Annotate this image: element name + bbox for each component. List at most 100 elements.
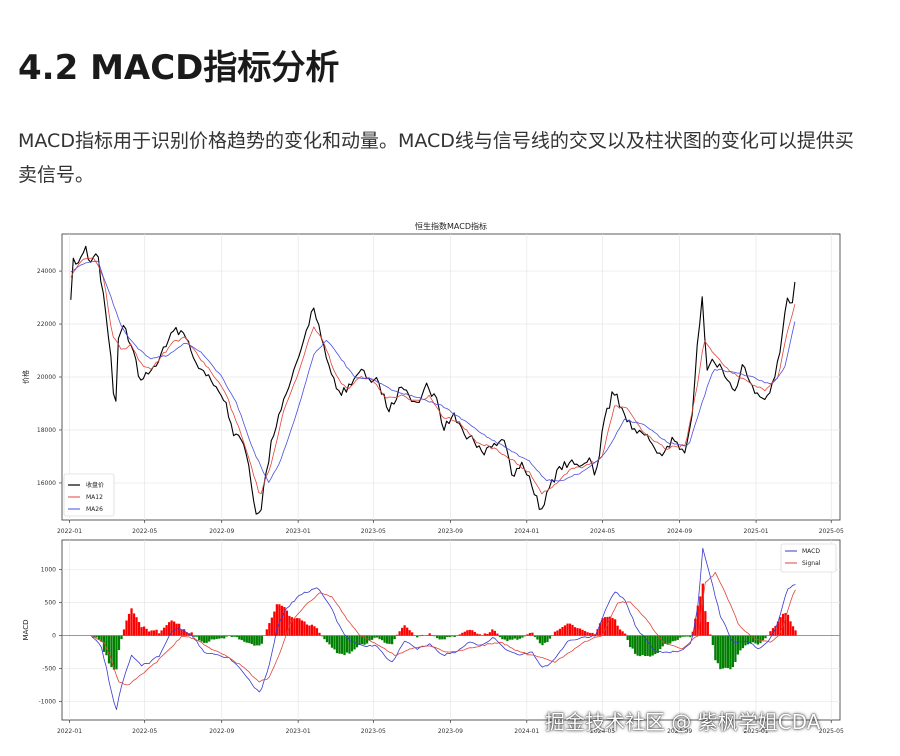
histogram-bar (651, 635, 654, 656)
histogram-bar (531, 632, 534, 636)
histogram-bar (476, 633, 479, 636)
histogram-bar (516, 635, 519, 640)
histogram-bar (343, 635, 346, 656)
histogram-bar (258, 635, 261, 646)
histogram-bar (115, 635, 118, 670)
histogram-bar (791, 626, 795, 636)
histogram-bar (375, 635, 379, 638)
histogram-bar (533, 635, 537, 637)
histogram-bar (761, 635, 765, 641)
histogram-bar (368, 635, 371, 641)
histogram-bar (358, 635, 361, 645)
histogram-bar (556, 630, 559, 636)
histogram-bar (659, 635, 662, 650)
histogram-bar (734, 635, 737, 662)
histogram-bar (390, 635, 394, 645)
histogram-bar (285, 610, 289, 636)
histogram-bar (438, 635, 441, 640)
histogram-bar (167, 622, 171, 636)
histogram-bar (616, 625, 619, 636)
histogram-bar (273, 611, 276, 636)
histogram-bar (548, 635, 552, 639)
histogram-bar (348, 635, 351, 654)
histogram-bar (789, 621, 792, 636)
x-tick-label: 2022-09 (209, 728, 234, 735)
histogram-bar (378, 635, 381, 640)
histogram-bar (160, 630, 163, 636)
histogram-bar (107, 635, 111, 664)
histogram-bar (498, 635, 501, 638)
histogram-bar (646, 635, 649, 656)
x-tick-label: 2022-01 (57, 728, 82, 735)
legend-ma26-label: MA26 (86, 506, 103, 513)
histogram-bar (736, 635, 740, 655)
histogram-bar (538, 635, 542, 644)
histogram-bar (526, 634, 529, 636)
x-tick-label: 2022-01 (57, 528, 82, 535)
histogram-bar (739, 635, 742, 651)
histogram-bar (122, 629, 126, 636)
histogram-bar (496, 633, 499, 636)
histogram-bar (776, 621, 780, 636)
histogram-bar (213, 635, 216, 640)
histogram-bar (573, 627, 577, 636)
histogram-bar (493, 630, 496, 636)
x-tick-label: 2023-05 (361, 528, 386, 535)
histogram-bar (170, 620, 173, 636)
price-chart-title: 恒生指数MACD指标 (415, 221, 487, 231)
y-tick-label: 16000 (37, 480, 56, 487)
histogram-bar (433, 635, 436, 637)
histogram-bar (598, 623, 602, 636)
histogram-bar (686, 635, 689, 637)
page-title: 4.2 MACD指标分析 (18, 48, 340, 88)
histogram-bar (451, 635, 454, 637)
histogram-bar (330, 635, 334, 648)
histogram-bar (508, 635, 512, 640)
histogram-bar (711, 635, 714, 646)
histogram-bar (142, 626, 146, 636)
histogram-bar (441, 635, 444, 640)
histogram-bar (338, 635, 341, 654)
histogram-bar (666, 635, 669, 645)
histogram-bar (293, 618, 296, 636)
histogram-bar (335, 635, 339, 654)
histogram-bar (220, 635, 223, 639)
histogram-bar (769, 631, 772, 636)
histogram-bar (506, 635, 509, 642)
x-tick-label: 2023-01 (286, 728, 311, 735)
histogram-bar (591, 632, 594, 636)
histogram-bar (303, 621, 306, 636)
histogram-bar (759, 635, 762, 644)
histogram-bar (553, 631, 557, 636)
histogram-bar (383, 635, 386, 643)
histogram-bar (225, 635, 228, 637)
histogram-bar (245, 635, 248, 643)
histogram-bar (656, 635, 659, 654)
histogram-bar (649, 635, 652, 657)
histogram-bar (120, 635, 123, 640)
histogram-bar (636, 635, 639, 656)
histogram-bar (147, 631, 151, 636)
x-tick-label: 2023-09 (438, 728, 463, 735)
histogram-bar (631, 635, 634, 649)
histogram-bar (546, 635, 549, 643)
histogram-bar (210, 635, 213, 640)
histogram-bar (568, 623, 572, 636)
histogram-bar (403, 625, 406, 636)
histogram-bar (218, 635, 221, 639)
x-tick-label: 2023-01 (286, 528, 311, 535)
y-tick-label: 1000 (41, 567, 56, 574)
histogram-bar (566, 623, 569, 636)
histogram-bar (606, 616, 609, 636)
histogram-bar (318, 632, 321, 636)
histogram-bar (641, 635, 644, 655)
histogram-bar (483, 633, 486, 636)
histogram-bar (684, 635, 687, 637)
histogram-bar (380, 635, 384, 641)
histogram-bar (355, 635, 359, 648)
histogram-bar (644, 635, 647, 656)
histogram-bar (333, 635, 336, 650)
histogram-bar (729, 635, 732, 670)
x-tick-label: 2024-01 (514, 528, 539, 535)
x-tick-label: 2024-09 (667, 728, 692, 735)
